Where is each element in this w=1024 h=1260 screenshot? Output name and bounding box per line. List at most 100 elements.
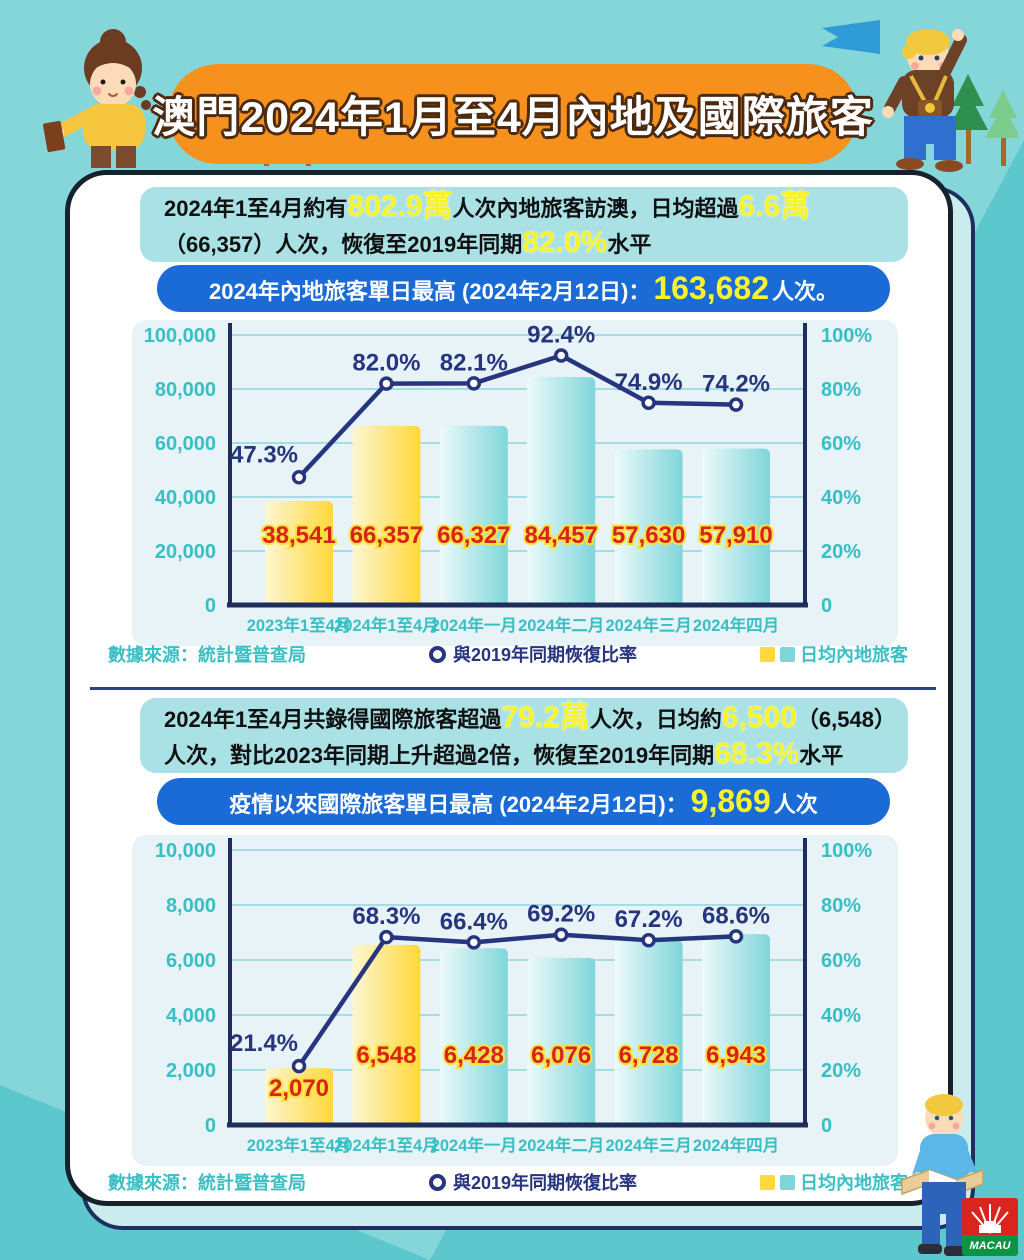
svg-text:80%: 80% (821, 379, 861, 401)
line-marker-icon (428, 1173, 446, 1191)
svg-text:66.4%: 66.4% (440, 908, 508, 935)
line-marker-icon (428, 645, 446, 663)
svg-text:68.6%: 68.6% (702, 902, 770, 929)
bar-legend: 日均內地旅客 (759, 641, 908, 667)
mainland-record-banner: 2024年內地旅客單日最高 (2024年2月12日)： 163,682 人次。 (157, 265, 890, 312)
main-card: 2024年1至4月約有802.9萬人次內地旅客訪澳，日均超過6.6萬 （66,3… (65, 170, 953, 1206)
svg-text:84,457: 84,457 (524, 522, 597, 549)
svg-text:74.2%: 74.2% (702, 371, 770, 398)
svg-text:0: 0 (821, 1115, 832, 1137)
svg-text:20%: 20% (821, 1060, 861, 1082)
svg-text:67.2%: 67.2% (615, 906, 683, 933)
international-record-banner: 疫情以來國際旅客單日最高 (2024年2月12日)： 9,869 人次 (157, 778, 890, 825)
svg-text:38,541: 38,541 (262, 522, 335, 549)
svg-text:60%: 60% (821, 433, 861, 455)
macau-logo-emblem-icon (962, 1198, 1018, 1235)
svg-text:92.4%: 92.4% (527, 322, 595, 349)
mainland-chart-footer: 數據來源：統計暨普查局 與2019年同期恢復比率 日均內地旅客 (108, 641, 908, 667)
svg-text:6,728: 6,728 (619, 1042, 679, 1069)
bar-legend: 日均內地旅客 (759, 1169, 908, 1195)
svg-text:40%: 40% (821, 487, 861, 509)
svg-text:60%: 60% (821, 950, 861, 972)
svg-text:2024年一月: 2024年一月 (431, 615, 517, 635)
svg-text:100%: 100% (821, 325, 872, 347)
svg-text:2023年1至4月: 2023年1至4月 (247, 615, 352, 635)
svg-text:2024年三月: 2024年三月 (605, 1135, 691, 1155)
svg-text:100%: 100% (821, 840, 872, 862)
svg-text:2024年二月: 2024年二月 (518, 615, 604, 635)
svg-text:40,000: 40,000 (155, 487, 216, 509)
svg-text:82.0%: 82.0% (352, 350, 420, 377)
line-legend-label: 與2019年同期恢復比率 (452, 645, 638, 665)
svg-text:10,000: 10,000 (155, 840, 216, 862)
svg-text:74.9%: 74.9% (615, 369, 683, 396)
svg-text:100,000: 100,000 (144, 325, 216, 347)
line-legend: 與2019年同期恢復比率 (428, 1169, 638, 1195)
svg-text:6,548: 6,548 (356, 1042, 416, 1069)
page-title: 澳門2024年1月至4月內地及國際旅客 (152, 94, 874, 142)
line-legend: 與2019年同期恢復比率 (428, 641, 638, 667)
svg-text:82.1%: 82.1% (440, 349, 508, 376)
data-source-label: 數據來源：統計暨普查局 (108, 645, 306, 665)
svg-text:60,000: 60,000 (155, 433, 216, 455)
line-legend-label: 與2019年同期恢復比率 (452, 1173, 638, 1193)
svg-text:57,630: 57,630 (612, 522, 685, 549)
svg-text:2,070: 2,070 (269, 1075, 329, 1102)
international-summary-line1: 2024年1至4月共錄得國際旅客超過79.2萬人次，日均約6,500（6,548… (164, 701, 896, 734)
svg-text:2,000: 2,000 (166, 1060, 216, 1082)
bar-legend-label: 日均內地旅客 (799, 645, 908, 665)
svg-text:6,943: 6,943 (706, 1042, 766, 1069)
svg-text:2024年三月: 2024年三月 (605, 615, 691, 635)
svg-text:66,327: 66,327 (437, 522, 510, 549)
svg-text:2024年1至4月: 2024年1至4月 (334, 615, 439, 635)
svg-text:6,428: 6,428 (444, 1042, 504, 1069)
title-banner: 澳門2024年1月至4月內地及國際旅客 (152, 64, 873, 164)
international-chart-panel: 2,070 6,548 6,428 6,076 6,728 6,943 21.4% 68.3%… (132, 835, 898, 1166)
bar-legend-swatch-teal (779, 1174, 795, 1190)
bar-legend-swatch-yellow (759, 1174, 775, 1190)
section-divider (90, 687, 936, 690)
boy-tourist-character (822, 20, 1018, 172)
svg-text:0: 0 (205, 1115, 216, 1137)
svg-text:21.4%: 21.4% (230, 1030, 298, 1057)
map-reader-character (901, 1094, 984, 1256)
macau-logo-wordmark: MACAU (962, 1235, 1018, 1256)
svg-text:40%: 40% (821, 1005, 861, 1027)
svg-text:2024年一月: 2024年一月 (431, 1135, 517, 1155)
svg-text:80%: 80% (821, 895, 861, 917)
mainland-chart: 38,541 66,357 66,327 84,457 57,630 57,910 47.3… (144, 322, 873, 635)
svg-text:57,910: 57,910 (699, 522, 772, 549)
svg-text:47.3%: 47.3% (230, 441, 298, 468)
svg-text:66,357: 66,357 (350, 522, 423, 549)
svg-text:6,000: 6,000 (166, 950, 216, 972)
bar-legend-swatch-yellow (759, 646, 775, 662)
svg-text:2024年1至4月: 2024年1至4月 (334, 1135, 439, 1155)
mainland-chart-panel: 38,541 66,357 66,327 84,457 57,630 57,910 47.3… (132, 320, 898, 646)
svg-text:8,000: 8,000 (166, 895, 216, 917)
svg-text:4,000: 4,000 (166, 1005, 216, 1027)
mainland-summary-line2: （66,357）人次，恢復至2019年同期82.0%水平 (164, 226, 652, 259)
svg-text:69.2%: 69.2% (527, 901, 595, 928)
international-chart-footer: 數據來源：統計暨普查局 與2019年同期恢復比率 日均內地旅客 (108, 1169, 908, 1195)
mainland-summary: 2024年1至4月約有802.9萬人次內地旅客訪澳，日均超過6.6萬 （66,3… (140, 187, 908, 262)
international-summary: 2024年1至4月共錄得國際旅客超過79.2萬人次，日均約6,500（6,548… (140, 698, 908, 773)
flag-icon (822, 20, 880, 54)
svg-text:2024年四月: 2024年四月 (693, 615, 779, 635)
svg-text:2024年四月: 2024年四月 (693, 1135, 779, 1155)
svg-text:68.3%: 68.3% (352, 903, 420, 930)
svg-text:2023年1至4月: 2023年1至4月 (247, 1135, 352, 1155)
svg-text:0: 0 (205, 595, 216, 617)
international-summary-line2: 人次，對比2023年同期上升超過2倍，恢復至2019年同期68.3%水平 (164, 737, 844, 770)
svg-text:20%: 20% (821, 541, 861, 563)
svg-text:80,000: 80,000 (155, 379, 216, 401)
international-chart: 2,070 6,548 6,428 6,076 6,728 6,943 21.4% 68.3%… (155, 838, 872, 1155)
girl-tourist-character (43, 29, 151, 168)
bar-legend-label: 日均內地旅客 (799, 1173, 908, 1193)
data-source-label: 數據來源：統計暨普查局 (108, 1173, 306, 1193)
svg-text:20,000: 20,000 (155, 541, 216, 563)
svg-text:0: 0 (821, 595, 832, 617)
macau-logo: MACAU (962, 1198, 1018, 1256)
mainland-summary-line1: 2024年1至4月約有802.9萬人次內地旅客訪澳，日均超過6.6萬 (164, 190, 811, 223)
svg-text:2024年二月: 2024年二月 (518, 1135, 604, 1155)
